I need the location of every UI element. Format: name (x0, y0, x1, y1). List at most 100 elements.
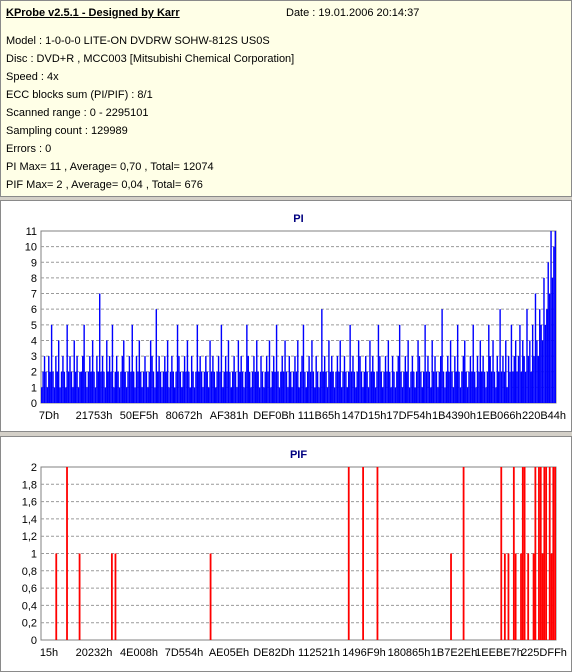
pif-x-tick-label: 1496F9h (342, 647, 385, 659)
pi-bar (533, 356, 535, 403)
pif-y-tick-label: 1,4 (22, 514, 37, 526)
pi-bar (398, 324, 401, 403)
pi-bar (181, 387, 183, 403)
pi-bar (233, 356, 235, 403)
info-range: Scanned range : 0 - 2295101 (6, 107, 149, 119)
pi-bar (241, 371, 244, 403)
pi-bar (292, 371, 295, 403)
pi-bar (49, 371, 51, 403)
pi-bar (97, 371, 100, 403)
pi-x-tick-label: 21753h (76, 410, 113, 422)
pi-bar (144, 356, 146, 403)
pif-y-tick-label: 1 (31, 549, 37, 561)
pif-chart-panel: PIF 0 0,2 0,4 0,6 0,8 1 1,2 1,4 1,6 1,8 2 15h 20232h 4… (0, 436, 572, 672)
pif-bar (450, 553, 452, 640)
pi-bar (294, 356, 296, 403)
info-ecc: ECC blocks sum (PI/PIF) : 8/1 (6, 89, 153, 101)
pi-bar (203, 371, 206, 403)
pi-bar (111, 324, 114, 403)
pi-bar (239, 371, 241, 403)
pi-bar (306, 371, 309, 403)
pi-bar (89, 356, 91, 403)
pi-bar (328, 340, 330, 403)
pif-bar (376, 467, 379, 640)
pi-bar (290, 371, 292, 403)
pi-bar (134, 387, 136, 403)
pi-bar (359, 356, 361, 403)
pi-bar (127, 371, 129, 403)
pi-bar (151, 356, 153, 403)
pi-bar (421, 387, 424, 403)
pi-bar (215, 387, 217, 403)
pi-bar (168, 387, 170, 403)
pi-bar (348, 371, 350, 403)
pi-bar (223, 371, 225, 403)
pi-bar (220, 324, 223, 403)
pi-bar (275, 324, 278, 403)
pi-bar (381, 387, 384, 403)
info-disc: Disc : DVD+R , MCC003 [Mitsubishi Chemic… (6, 53, 295, 65)
pi-bar (503, 371, 506, 403)
pi-bar (456, 324, 459, 403)
pif-bar (541, 553, 544, 640)
pi-bar (103, 371, 105, 403)
pi-bar (206, 371, 208, 403)
pi-bar (510, 324, 513, 403)
pi-bar (403, 371, 405, 403)
pi-bar (140, 371, 142, 403)
pif-chart: PIF 0 0,2 0,4 0,6 0,8 1 1,2 1,4 1,6 1,8 2 15h 20232h 4… (22, 449, 567, 659)
pi-bar (384, 356, 387, 403)
pi-bar (356, 371, 358, 403)
pi-bar (193, 387, 196, 403)
pi-bar (547, 262, 549, 403)
pi-bar (404, 356, 407, 403)
pif-bar (503, 553, 506, 640)
pi-bar (274, 371, 276, 403)
pi-bar (157, 371, 159, 403)
pif-bar (114, 553, 117, 640)
pi-bar (343, 356, 346, 403)
pi-bar (339, 340, 341, 403)
pi-bar (248, 371, 251, 403)
pi-bar (265, 356, 268, 403)
pi-bar (253, 356, 255, 403)
pi-bar (299, 371, 302, 403)
pi-bar (340, 387, 343, 403)
pi-bar (162, 371, 165, 403)
pif-x-tick-label: 4E008h (120, 647, 158, 659)
pi-bar (186, 340, 189, 403)
pi-bar (379, 356, 381, 403)
pif-y-tick-label: 0,6 (22, 583, 37, 595)
pi-bar (185, 371, 187, 403)
pi-bar (176, 324, 179, 403)
pi-bar (43, 356, 46, 403)
pi-bar (435, 371, 438, 403)
pif-bar (110, 553, 113, 640)
pi-bar (530, 371, 532, 403)
info-errors: Errors : 0 (6, 143, 52, 155)
pif-y-tick-label: 1,2 (22, 531, 37, 543)
pi-bar (423, 371, 425, 403)
pi-bar (512, 371, 514, 403)
pi-bar (137, 371, 139, 403)
pi-bar (451, 371, 453, 403)
pi-bar (246, 324, 248, 403)
pi-bar (397, 356, 399, 403)
pi-bar (366, 371, 368, 403)
pi-bar (148, 371, 150, 403)
pi-bar (540, 324, 542, 403)
pi-bar (264, 371, 266, 403)
pi-bar (438, 371, 440, 403)
info-pif-stats: PIF Max= 2 , Average= 0,04 , Total= 676 (6, 179, 203, 191)
pi-bar (216, 371, 218, 403)
pif-bar (500, 467, 503, 640)
pi-bar (232, 371, 234, 403)
pi-bar (52, 371, 54, 403)
pi-bar (63, 371, 66, 403)
pi-bar (420, 371, 422, 403)
pi-bar (213, 371, 216, 403)
pi-bar (161, 387, 163, 403)
pi-bar (461, 371, 463, 403)
pi-bar (520, 371, 523, 403)
pi-bar (212, 356, 214, 403)
